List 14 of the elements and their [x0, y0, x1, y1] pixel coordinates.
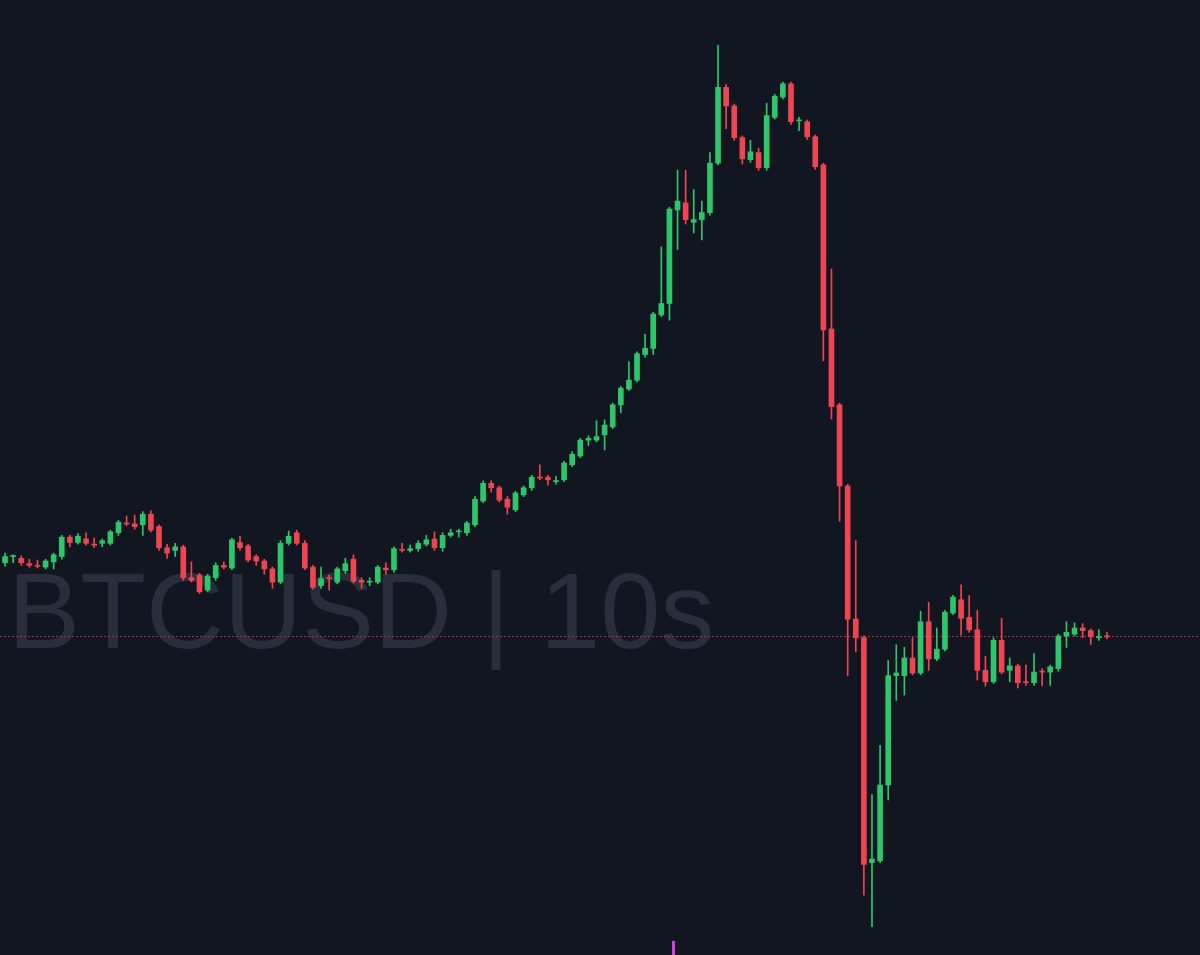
- candlestick: [326, 574, 332, 591]
- candlestick: [699, 200, 705, 241]
- candlestick: [1006, 657, 1013, 683]
- candlestick: [553, 475, 559, 485]
- candlestick: [893, 644, 900, 701]
- candlestick: [1104, 632, 1110, 639]
- candlestick: [1096, 629, 1102, 641]
- candlestick: [852, 540, 859, 653]
- candlestick: [690, 189, 697, 234]
- candlestick: [1023, 664, 1029, 686]
- candlestick: [131, 514, 138, 530]
- candlestick: [10, 554, 16, 564]
- candlestick: [658, 246, 665, 317]
- candlestick: [869, 794, 875, 927]
